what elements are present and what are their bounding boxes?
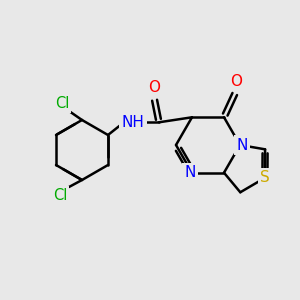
Text: NH: NH — [122, 115, 144, 130]
Text: O: O — [148, 80, 160, 95]
Text: S: S — [260, 170, 270, 185]
Text: O: O — [230, 74, 242, 89]
Text: N: N — [236, 137, 248, 152]
Text: N: N — [184, 165, 196, 180]
Text: Cl: Cl — [55, 95, 69, 110]
Text: Cl: Cl — [53, 188, 67, 203]
